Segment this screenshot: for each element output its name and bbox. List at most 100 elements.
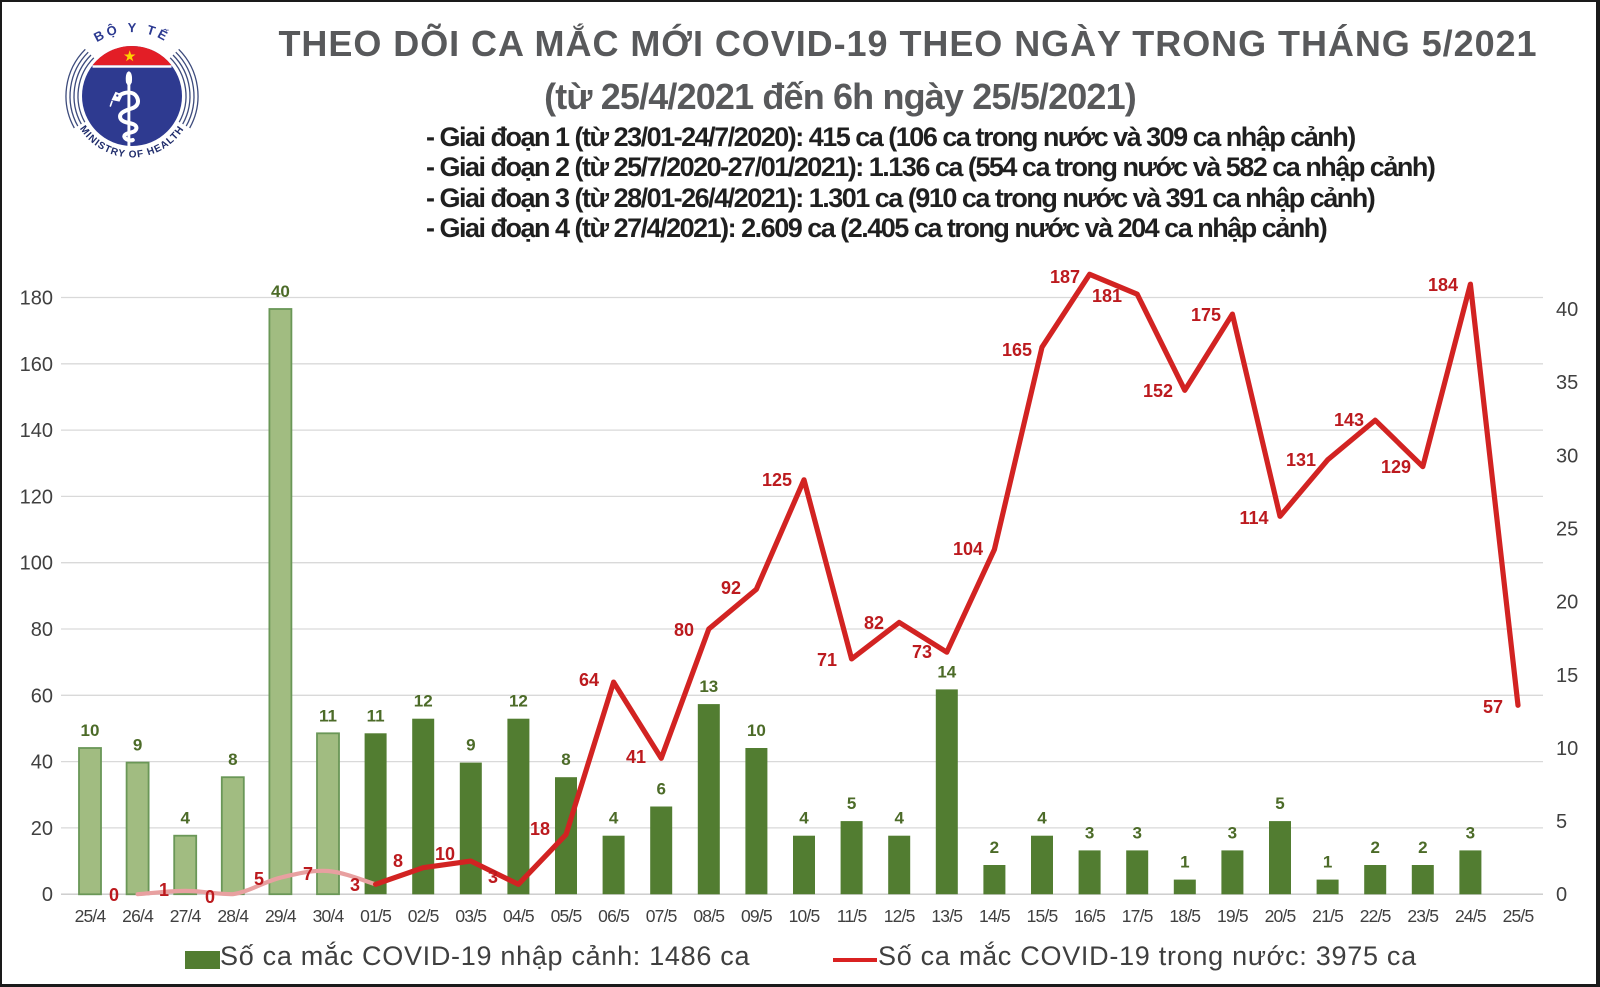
svg-text:3: 3 xyxy=(1228,823,1237,842)
svg-text:1: 1 xyxy=(159,880,169,900)
svg-text:4: 4 xyxy=(799,809,809,828)
svg-text:9: 9 xyxy=(466,736,475,755)
svg-text:0: 0 xyxy=(109,885,119,905)
svg-text:25/4: 25/4 xyxy=(75,906,107,926)
svg-text:160: 160 xyxy=(20,354,53,376)
svg-text:57: 57 xyxy=(1483,697,1503,717)
svg-text:1: 1 xyxy=(1180,853,1189,872)
svg-text:40: 40 xyxy=(271,282,290,301)
svg-text:23/5: 23/5 xyxy=(1407,906,1438,926)
svg-text:152: 152 xyxy=(1143,381,1173,401)
svg-text:06/5: 06/5 xyxy=(598,906,629,926)
svg-text:71: 71 xyxy=(817,650,837,670)
svg-text:01/5: 01/5 xyxy=(360,906,391,926)
svg-text:5: 5 xyxy=(847,794,856,813)
svg-text:13: 13 xyxy=(699,677,718,696)
svg-text:26/4: 26/4 xyxy=(122,906,154,926)
svg-text:80: 80 xyxy=(674,620,694,640)
svg-text:20/5: 20/5 xyxy=(1265,906,1296,926)
svg-text:17/5: 17/5 xyxy=(1122,906,1153,926)
svg-text:28/4: 28/4 xyxy=(217,906,249,926)
svg-text:03/5: 03/5 xyxy=(455,906,486,926)
svg-text:3: 3 xyxy=(350,875,360,895)
svg-text:10: 10 xyxy=(1556,738,1578,760)
svg-text:15/5: 15/5 xyxy=(1027,906,1058,926)
svg-text:10: 10 xyxy=(435,844,455,864)
svg-text:02/5: 02/5 xyxy=(408,906,439,926)
svg-text:181: 181 xyxy=(1092,286,1122,306)
svg-text:11/5: 11/5 xyxy=(837,906,867,926)
svg-text:5: 5 xyxy=(1275,794,1284,813)
svg-text:14: 14 xyxy=(937,662,956,681)
svg-text:05/5: 05/5 xyxy=(551,906,582,926)
svg-text:175: 175 xyxy=(1191,305,1221,325)
svg-text:27/4: 27/4 xyxy=(170,906,202,926)
svg-text:11: 11 xyxy=(367,706,385,725)
svg-text:20: 20 xyxy=(1556,592,1578,614)
svg-text:131: 131 xyxy=(1286,450,1316,470)
svg-text:12: 12 xyxy=(414,692,433,711)
svg-text:21/5: 21/5 xyxy=(1312,906,1343,926)
svg-text:1: 1 xyxy=(1323,853,1332,872)
svg-text:14/5: 14/5 xyxy=(979,906,1010,926)
svg-text:4: 4 xyxy=(180,809,190,828)
svg-text:92: 92 xyxy=(721,578,741,598)
svg-text:4: 4 xyxy=(894,809,904,828)
svg-text:60: 60 xyxy=(31,685,53,707)
svg-text:25: 25 xyxy=(1556,519,1578,541)
svg-text:29/4: 29/4 xyxy=(265,906,297,926)
svg-text:04/5: 04/5 xyxy=(503,906,534,926)
svg-text:187: 187 xyxy=(1050,267,1080,287)
svg-text:41: 41 xyxy=(626,747,646,767)
svg-text:8: 8 xyxy=(561,750,570,769)
svg-text:11: 11 xyxy=(319,706,337,725)
svg-text:100: 100 xyxy=(20,553,53,575)
svg-text:BỘ Y TẾ: BỘ Y TẾ xyxy=(91,21,173,45)
svg-text:0: 0 xyxy=(1556,884,1567,906)
svg-text:15: 15 xyxy=(1556,665,1578,687)
svg-text:3: 3 xyxy=(1466,823,1475,842)
svg-text:2: 2 xyxy=(990,838,999,857)
svg-text:22/5: 22/5 xyxy=(1360,906,1391,926)
svg-text:35: 35 xyxy=(1556,372,1578,394)
svg-text:10: 10 xyxy=(747,721,766,740)
svg-text:64: 64 xyxy=(579,670,599,690)
svg-text:07/5: 07/5 xyxy=(646,906,677,926)
svg-text:80: 80 xyxy=(31,619,53,641)
svg-text:114: 114 xyxy=(1239,508,1268,528)
svg-text:3: 3 xyxy=(488,867,498,887)
svg-text:2: 2 xyxy=(1418,838,1427,857)
svg-text:13/5: 13/5 xyxy=(931,906,962,926)
svg-text:2: 2 xyxy=(1370,838,1379,857)
svg-text:10/5: 10/5 xyxy=(789,906,820,926)
svg-text:8: 8 xyxy=(228,750,237,769)
svg-text:12/5: 12/5 xyxy=(884,906,915,926)
svg-text:165: 165 xyxy=(1002,340,1032,360)
svg-text:125: 125 xyxy=(762,470,792,490)
svg-text:8: 8 xyxy=(393,851,403,871)
svg-text:18/5: 18/5 xyxy=(1169,906,1200,926)
svg-text:20: 20 xyxy=(31,818,53,840)
svg-text:19/5: 19/5 xyxy=(1217,906,1248,926)
svg-text:30/4: 30/4 xyxy=(313,906,345,926)
svg-text:129: 129 xyxy=(1381,457,1411,477)
svg-text:184: 184 xyxy=(1428,275,1458,295)
svg-text:6: 6 xyxy=(656,780,665,799)
svg-text:143: 143 xyxy=(1334,410,1364,430)
svg-text:120: 120 xyxy=(20,486,53,508)
svg-text:10: 10 xyxy=(81,721,100,740)
svg-text:4: 4 xyxy=(1037,809,1047,828)
svg-text:4: 4 xyxy=(609,809,619,828)
svg-text:0: 0 xyxy=(205,887,215,907)
svg-text:104: 104 xyxy=(953,539,983,559)
svg-text:73: 73 xyxy=(912,642,932,662)
svg-text:40: 40 xyxy=(1556,299,1578,321)
svg-text:25/5: 25/5 xyxy=(1503,906,1534,926)
svg-text:24/5: 24/5 xyxy=(1455,906,1486,926)
svg-text:0: 0 xyxy=(42,884,53,906)
svg-text:3: 3 xyxy=(1085,823,1094,842)
svg-text:82: 82 xyxy=(864,613,884,633)
svg-text:3: 3 xyxy=(1132,823,1141,842)
svg-text:40: 40 xyxy=(31,752,53,774)
svg-text:08/5: 08/5 xyxy=(693,906,724,926)
